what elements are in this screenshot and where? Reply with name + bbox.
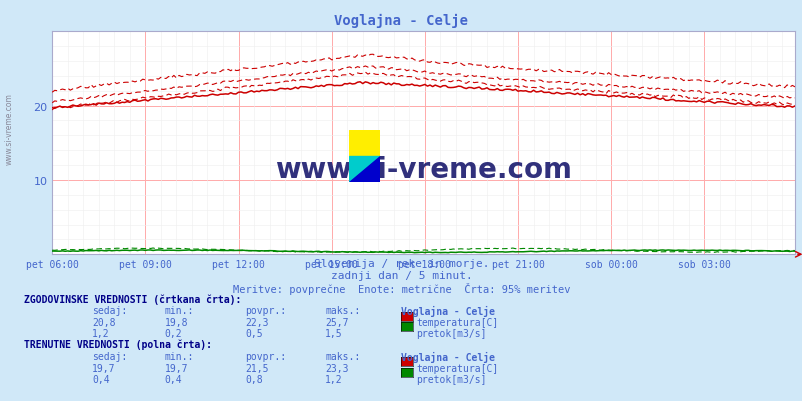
Text: Voglajna - Celje: Voglajna - Celje — [401, 351, 495, 362]
Polygon shape — [349, 156, 379, 182]
Text: 22,3: 22,3 — [245, 318, 268, 328]
Text: zadnji dan / 5 minut.: zadnji dan / 5 minut. — [330, 271, 472, 281]
Text: min.:: min.: — [164, 351, 194, 361]
Text: 20,8: 20,8 — [92, 318, 115, 328]
Text: Slovenija / reke in morje.: Slovenija / reke in morje. — [314, 259, 488, 269]
Text: maks.:: maks.: — [325, 351, 360, 361]
Text: maks.:: maks.: — [325, 306, 360, 316]
Text: 21,5: 21,5 — [245, 363, 268, 373]
Text: povpr.:: povpr.: — [245, 351, 286, 361]
Text: 0,4: 0,4 — [164, 374, 182, 384]
Text: 0,5: 0,5 — [245, 328, 262, 338]
Text: 1,5: 1,5 — [325, 328, 342, 338]
Text: 19,7: 19,7 — [92, 363, 115, 373]
Text: min.:: min.: — [164, 306, 194, 316]
Text: Voglajna - Celje: Voglajna - Celje — [334, 14, 468, 28]
Text: temperatura[C]: temperatura[C] — [415, 318, 497, 328]
Text: ZGODOVINSKE VREDNOSTI (črtkana črta):: ZGODOVINSKE VREDNOSTI (črtkana črta): — [24, 294, 241, 304]
Polygon shape — [349, 156, 379, 182]
Text: 0,2: 0,2 — [164, 328, 182, 338]
Text: Voglajna - Celje: Voglajna - Celje — [401, 306, 495, 316]
Text: www.si-vreme.com: www.si-vreme.com — [5, 93, 14, 164]
Text: 19,8: 19,8 — [164, 318, 188, 328]
Text: 1,2: 1,2 — [92, 328, 110, 338]
Text: TRENUTNE VREDNOSTI (polna črta):: TRENUTNE VREDNOSTI (polna črta): — [24, 339, 212, 349]
Text: 23,3: 23,3 — [325, 363, 348, 373]
Text: sedaj:: sedaj: — [92, 351, 128, 361]
Text: Meritve: povprečne  Enote: metrične  Črta: 95% meritev: Meritve: povprečne Enote: metrične Črta:… — [233, 283, 569, 295]
Text: pretok[m3/s]: pretok[m3/s] — [415, 328, 486, 338]
Text: 25,7: 25,7 — [325, 318, 348, 328]
Text: sedaj:: sedaj: — [92, 306, 128, 316]
Text: 19,7: 19,7 — [164, 363, 188, 373]
Text: pretok[m3/s]: pretok[m3/s] — [415, 374, 486, 384]
Text: povpr.:: povpr.: — [245, 306, 286, 316]
Text: www.si-vreme.com: www.si-vreme.com — [275, 156, 571, 184]
Text: 1,2: 1,2 — [325, 374, 342, 384]
Text: 0,4: 0,4 — [92, 374, 110, 384]
Text: 0,8: 0,8 — [245, 374, 262, 384]
Polygon shape — [349, 130, 379, 156]
Text: temperatura[C]: temperatura[C] — [415, 363, 497, 373]
